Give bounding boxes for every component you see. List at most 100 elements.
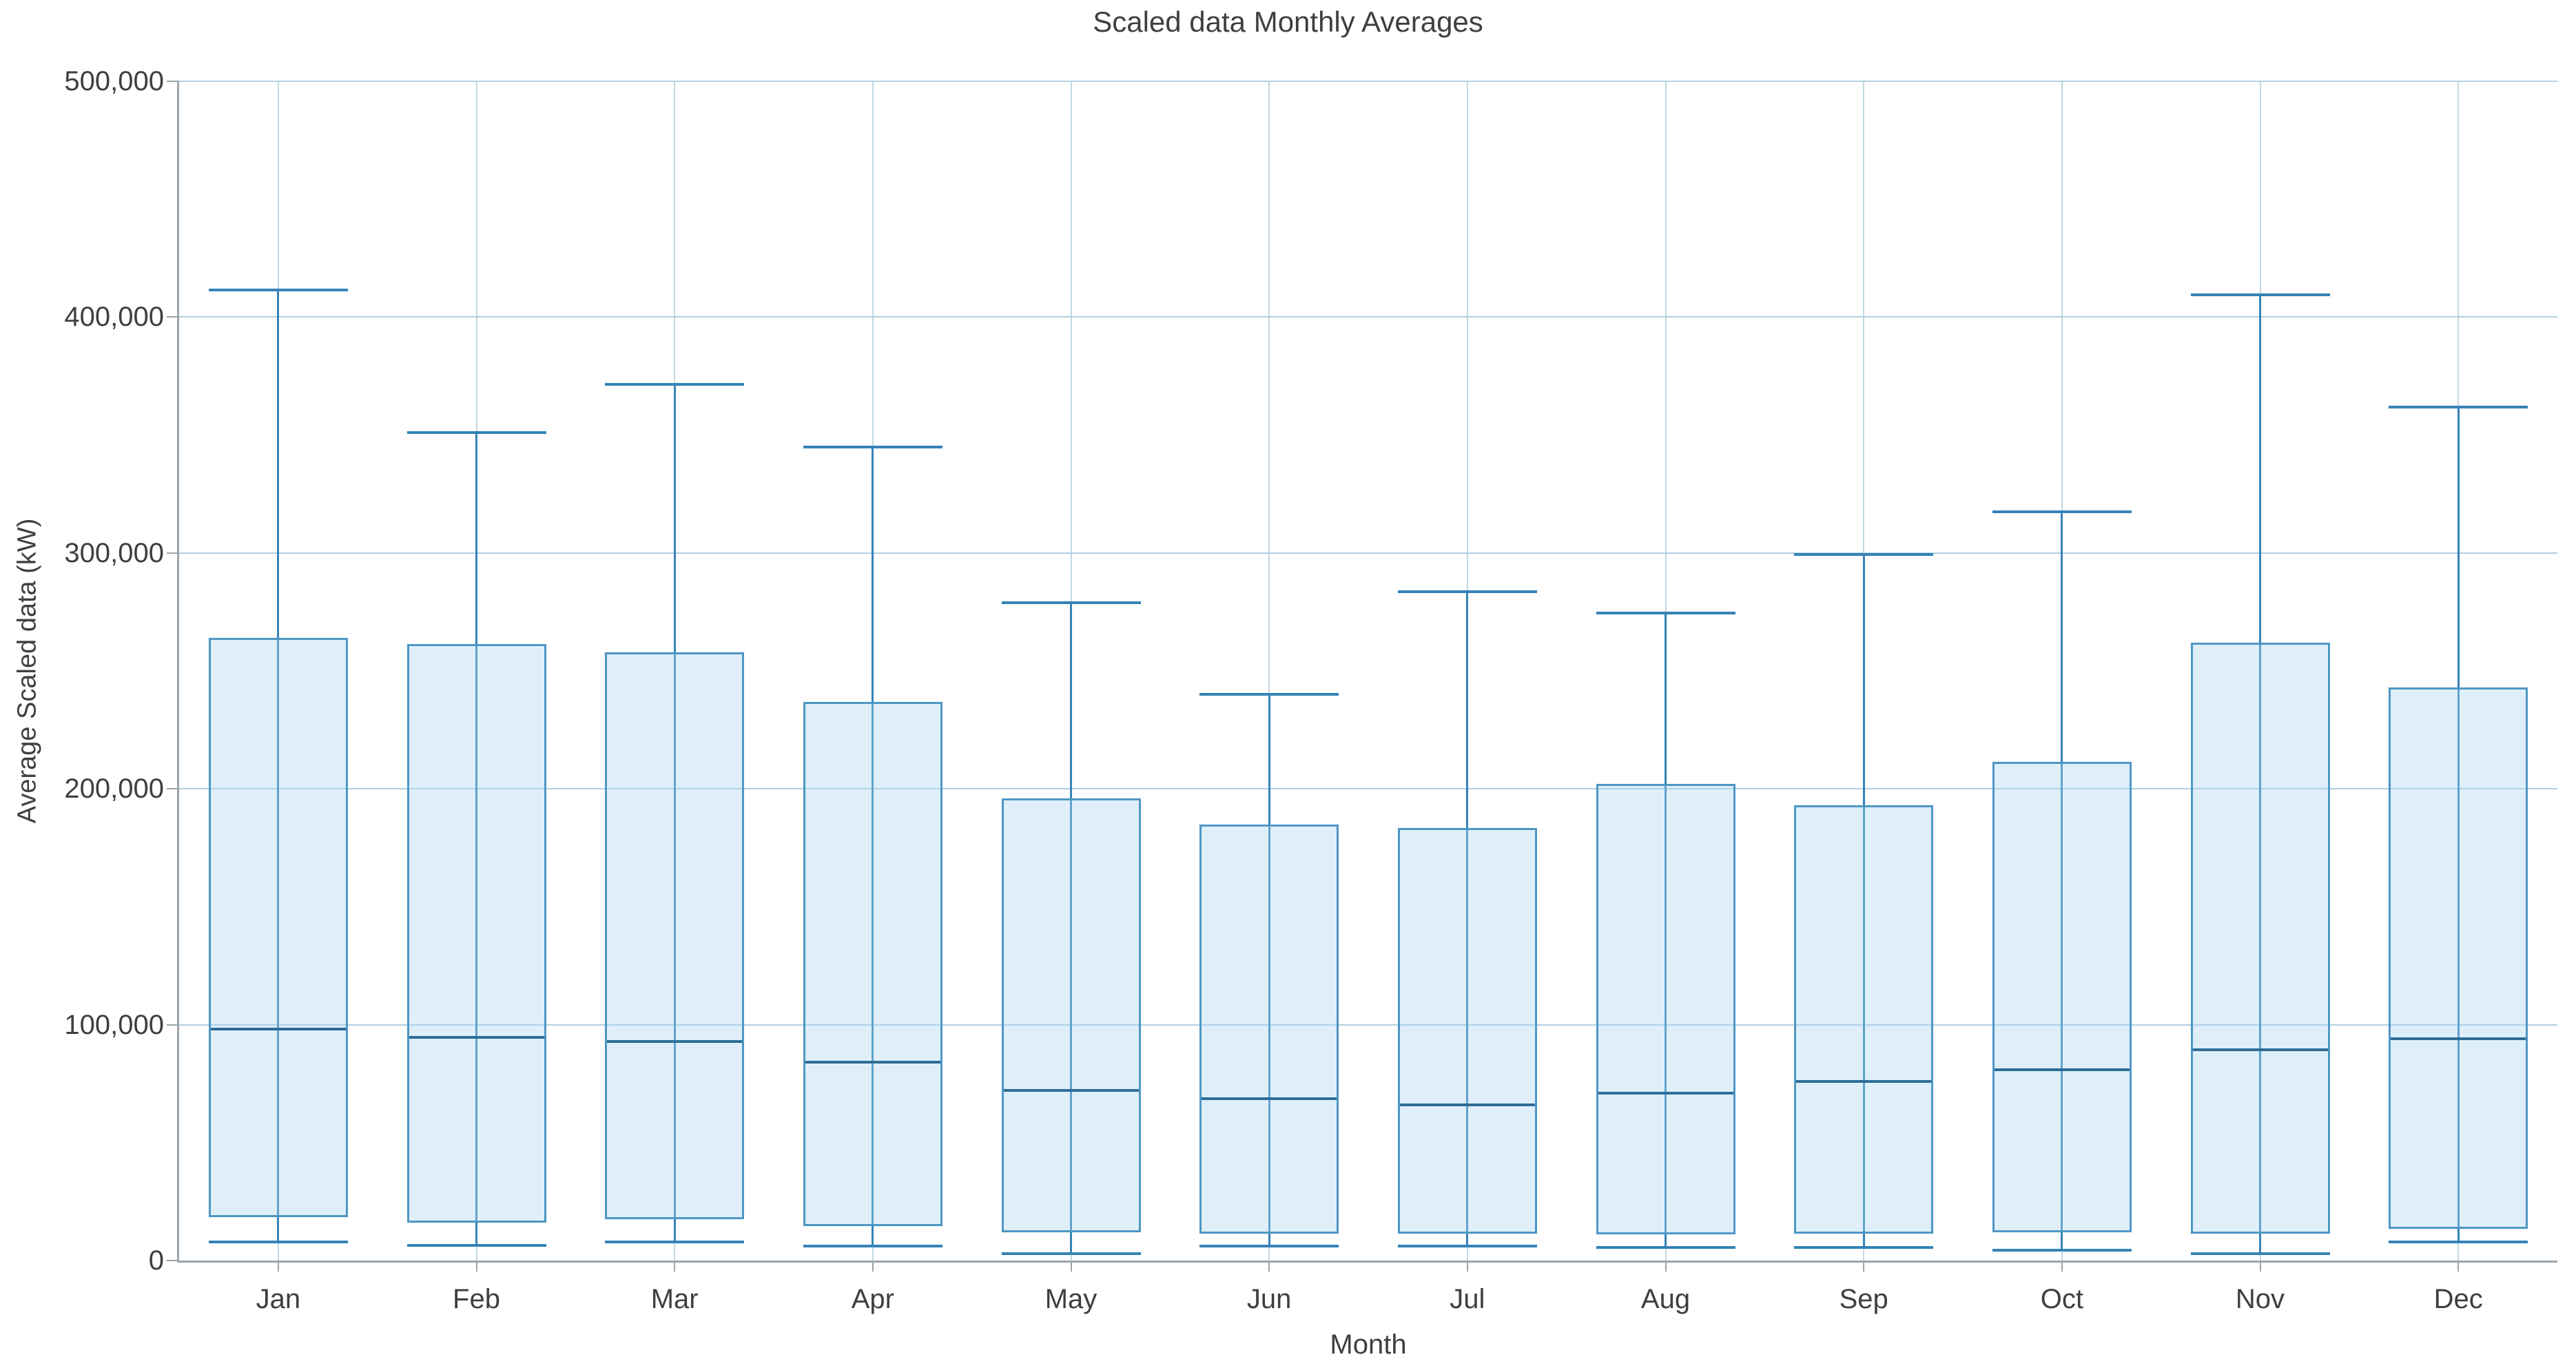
box <box>1794 805 1934 1234</box>
y-tick-label: 100,000 <box>64 1009 164 1040</box>
whisker-cap-bottom <box>208 1240 348 1243</box>
y-tick <box>167 788 179 790</box>
whisker-stem <box>2457 406 2460 1242</box>
y-tick-label: 300,000 <box>64 537 164 568</box>
x-tick-label: Sep <box>1839 1284 1888 1314</box>
whisker-cap-bottom <box>1992 1248 2132 1252</box>
whisker-cap-bottom <box>1794 1246 1934 1250</box>
v-gridline <box>1268 81 1270 1261</box>
whisker-cap-top <box>605 382 745 386</box>
x-tick <box>475 1261 477 1272</box>
whisker-cap-bottom <box>1596 1246 1735 1250</box>
whisker-cap-top <box>1596 612 1735 615</box>
whisker-cap-bottom <box>1397 1245 1537 1248</box>
box <box>2389 687 2528 1229</box>
median-line <box>607 1039 743 1043</box>
whisker-stem <box>1862 554 1865 1248</box>
median-line <box>210 1028 346 1031</box>
whisker-cap-bottom <box>2389 1240 2528 1243</box>
median-line <box>2192 1048 2328 1051</box>
y-tick-label: 0 <box>148 1245 164 1276</box>
x-tick-label: Feb <box>453 1284 500 1314</box>
h-gridline <box>179 552 2557 554</box>
y-tick <box>167 1260 179 1261</box>
x-tick-label: Jul <box>1450 1284 1485 1314</box>
box <box>2190 642 2330 1234</box>
whisker-stem <box>1070 602 1072 1254</box>
whisker-stem <box>1665 613 1667 1248</box>
whisker-stem <box>673 384 676 1242</box>
y-tick <box>167 81 179 82</box>
h-gridline <box>179 1024 2557 1026</box>
median-line <box>1202 1097 1337 1101</box>
x-tick-label: Jan <box>256 1284 301 1314</box>
box <box>1001 798 1141 1232</box>
x-axis-title: Month <box>1330 1329 1407 1360</box>
h-gridline <box>179 81 2557 82</box>
y-tick-label: 400,000 <box>64 302 164 333</box>
x-tick-label: Mar <box>650 1284 699 1314</box>
x-tick <box>872 1261 874 1272</box>
box <box>605 652 745 1220</box>
y-tick <box>167 316 179 318</box>
x-axis-line <box>177 1261 2557 1263</box>
whisker-stem <box>2061 511 2063 1250</box>
box <box>803 701 942 1227</box>
x-tick-label: Nov <box>2235 1284 2285 1314</box>
x-tick <box>2259 1261 2261 1272</box>
whisker-cap-top <box>1397 590 1537 594</box>
whisker-cap-top <box>1199 693 1339 696</box>
whisker-cap-top <box>2389 405 2528 408</box>
box <box>1199 824 1339 1234</box>
y-tick-label: 500,000 <box>64 66 164 96</box>
x-tick <box>2061 1261 2063 1272</box>
y-tick-label: 200,000 <box>64 774 164 805</box>
h-gridline <box>179 788 2557 790</box>
x-tick <box>277 1261 279 1272</box>
chart-title: Scaled data Monthly Averages <box>1093 6 1483 38</box>
box <box>1397 827 1537 1234</box>
median-line <box>1796 1079 1932 1083</box>
whisker-cap-top <box>803 445 942 448</box>
whisker-stem <box>1268 694 1270 1247</box>
h-gridline <box>179 316 2557 318</box>
median-line <box>1399 1103 1535 1107</box>
whisker-stem <box>872 446 874 1247</box>
x-tick <box>1665 1261 1667 1272</box>
whisker-cap-bottom <box>803 1245 942 1248</box>
x-tick-label: Oct <box>2040 1284 2083 1314</box>
box <box>1992 761 2132 1232</box>
x-tick-label: Jun <box>1246 1284 1292 1314</box>
y-tick <box>167 552 179 554</box>
y-axis-line <box>177 81 179 1263</box>
whisker-cap-top <box>406 431 546 435</box>
median-line <box>1003 1089 1139 1092</box>
whisker-stem <box>277 290 280 1242</box>
median-line <box>409 1036 544 1039</box>
x-tick <box>2457 1261 2460 1272</box>
x-tick-label: Aug <box>1640 1284 1691 1314</box>
x-tick-label: May <box>1044 1284 1098 1314</box>
x-tick <box>1268 1261 1270 1272</box>
whisker-cap-bottom <box>1199 1245 1339 1248</box>
whisker-cap-top <box>208 289 348 292</box>
x-tick <box>1466 1261 1468 1272</box>
x-tick <box>674 1261 676 1272</box>
whisker-cap-top <box>1794 552 1934 556</box>
whisker-stem <box>1466 592 1469 1247</box>
box <box>406 643 546 1223</box>
whisker-cap-bottom <box>406 1243 546 1247</box>
box <box>208 638 348 1217</box>
x-tick-label: Dec <box>2433 1284 2483 1314</box>
x-tick <box>1070 1261 1072 1272</box>
median-line <box>1994 1068 2130 1071</box>
x-tick <box>1863 1261 1865 1272</box>
box <box>1596 784 1735 1235</box>
whisker-cap-top <box>2190 293 2330 296</box>
whisker-cap-top <box>1001 601 1141 604</box>
whisker-cap-bottom <box>2190 1252 2330 1255</box>
median-line <box>1598 1091 1733 1095</box>
median-line <box>2391 1037 2526 1041</box>
y-tick <box>167 1024 179 1026</box>
